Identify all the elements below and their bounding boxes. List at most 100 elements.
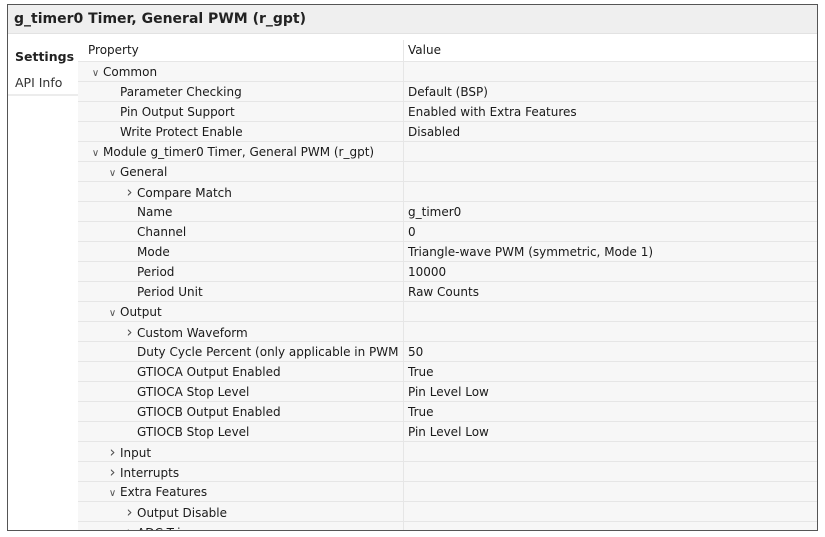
- property-cell[interactable]: Parameter Checking: [78, 82, 404, 101]
- table-row[interactable]: GTIOCB Stop Level Pin Level Low: [78, 421, 817, 441]
- chevron-right-icon[interactable]: ›: [126, 503, 133, 521]
- property-label: Common: [103, 65, 158, 79]
- property-cell[interactable]: › Input: [78, 442, 404, 461]
- property-cell[interactable]: › Custom Waveform: [78, 322, 404, 341]
- value-cell[interactable]: [404, 302, 817, 321]
- table-row[interactable]: Parameter Checking Default (BSP): [78, 81, 817, 101]
- value-cell[interactable]: Default (BSP): [408, 85, 488, 99]
- chevron-down-icon[interactable]: ∨: [108, 308, 117, 319]
- property-table: Property Value ∨ Common Parameter Checking…: [78, 40, 817, 530]
- property-cell[interactable]: › Compare Match: [78, 182, 404, 201]
- table-row[interactable]: GTIOCA Stop Level Pin Level Low: [78, 381, 817, 401]
- property-cell[interactable]: ∨ General: [78, 162, 404, 181]
- property-cell[interactable]: › Interrupts: [78, 462, 404, 481]
- value-cell[interactable]: Enabled with Extra Features: [408, 105, 577, 119]
- tab-settings[interactable]: Settings: [15, 49, 75, 64]
- property-cell[interactable]: › Output Disable: [78, 502, 404, 521]
- property-cell[interactable]: Name: [78, 202, 404, 221]
- value-cell[interactable]: True: [408, 365, 434, 379]
- table-row[interactable]: ∨ General: [78, 161, 817, 181]
- property-cell[interactable]: Write Protect Enable: [78, 122, 404, 141]
- property-label: Module g_timer0 Timer, General PWM (r_gp…: [103, 145, 375, 159]
- table-row[interactable]: GTIOCB Output Enabled True: [78, 401, 817, 421]
- table-row[interactable]: Write Protect Enable Disabled: [78, 121, 817, 141]
- table-row[interactable]: Period 10000: [78, 261, 817, 281]
- property-label: Custom Waveform: [137, 326, 248, 340]
- value-cell[interactable]: g_timer0: [408, 205, 462, 219]
- value-cell[interactable]: [404, 182, 817, 201]
- value-cell[interactable]: 10000: [408, 265, 447, 279]
- property-label: Parameter Checking: [120, 85, 242, 99]
- property-cell[interactable]: Mode: [78, 242, 404, 261]
- value-cell[interactable]: [404, 462, 817, 481]
- table-row[interactable]: Name g_timer0: [78, 201, 817, 221]
- value-cell[interactable]: [404, 522, 817, 530]
- value-cell[interactable]: True: [408, 405, 434, 419]
- value-cell[interactable]: [404, 322, 817, 341]
- value-cell[interactable]: [404, 62, 817, 81]
- panel-title: g_timer0 Timer, General PWM (r_gpt): [8, 5, 817, 34]
- value-cell[interactable]: [404, 502, 817, 521]
- property-cell[interactable]: Duty Cycle Percent (only applicable in P…: [78, 342, 404, 361]
- table-row[interactable]: › Custom Waveform: [78, 321, 817, 341]
- table-row[interactable]: Pin Output Support Enabled with Extra Fea…: [78, 101, 817, 121]
- table-row[interactable]: › Interrupts: [78, 461, 817, 481]
- property-label: Output Disable: [137, 506, 228, 520]
- value-cell[interactable]: 0: [408, 225, 416, 239]
- property-cell[interactable]: Channel: [78, 222, 404, 241]
- value-cell[interactable]: [404, 482, 817, 501]
- property-cell[interactable]: ›ADC Tri: [78, 522, 404, 530]
- property-label: Write Protect Enable: [120, 125, 243, 139]
- property-label: GTIOCA Output Enabled: [137, 365, 281, 379]
- value-cell[interactable]: [404, 442, 817, 461]
- table-row[interactable]: › Output Disable: [78, 501, 817, 521]
- table-row[interactable]: ∨ Common: [78, 61, 817, 81]
- value-cell[interactable]: Triangle-wave PWM (symmetric, Mode 1): [408, 245, 654, 259]
- property-cell[interactable]: GTIOCA Stop Level: [78, 382, 404, 401]
- value-cell[interactable]: Pin Level Low: [408, 425, 489, 439]
- property-cell[interactable]: ∨ Module g_timer0 Timer, General PWM (r_g…: [78, 142, 404, 161]
- property-cell[interactable]: GTIOCA Output Enabled: [78, 362, 404, 381]
- property-cell[interactable]: Pin Output Support: [78, 102, 404, 121]
- chevron-right-icon[interactable]: ›: [109, 463, 116, 481]
- property-cell[interactable]: Period: [78, 262, 404, 281]
- chevron-right-icon[interactable]: ›: [109, 443, 116, 461]
- table-row[interactable]: Mode Triangle-wave PWM (symmetric, Mode 1…: [78, 241, 817, 261]
- column-header-value[interactable]: Value: [408, 43, 441, 57]
- property-cell[interactable]: GTIOCB Stop Level: [78, 422, 404, 441]
- table-row[interactable]: › Compare Match: [78, 181, 817, 201]
- value-cell[interactable]: [404, 162, 817, 181]
- property-cell[interactable]: ∨ Common: [78, 62, 404, 81]
- value-cell[interactable]: 50: [408, 345, 424, 359]
- property-cell[interactable]: GTIOCB Output Enabled: [78, 402, 404, 421]
- chevron-down-icon[interactable]: ∨: [91, 68, 100, 79]
- property-cell[interactable]: ∨ Extra Features: [78, 482, 404, 501]
- table-row[interactable]: GTIOCA Output Enabled True: [78, 361, 817, 381]
- chevron-right-icon[interactable]: ›: [126, 183, 133, 201]
- chevron-down-icon[interactable]: ∨: [108, 488, 117, 499]
- table-row[interactable]: ›ADC Tri: [78, 521, 817, 530]
- property-cell[interactable]: Period Unit: [78, 282, 404, 301]
- tab-api-info[interactable]: API Info: [8, 70, 78, 96]
- property-label: Name: [137, 205, 173, 219]
- value-cell[interactable]: Disabled: [408, 125, 461, 139]
- value-cell[interactable]: [404, 142, 817, 161]
- property-label: Extra Features: [120, 485, 208, 499]
- table-row[interactable]: ∨ Extra Features: [78, 481, 817, 501]
- chevron-down-icon[interactable]: ∨: [108, 168, 117, 179]
- table-row[interactable]: ∨ Module g_timer0 Timer, General PWM (r_g…: [78, 141, 817, 161]
- value-cell[interactable]: Pin Level Low: [408, 385, 489, 399]
- table-row[interactable]: ∨ Output: [78, 301, 817, 321]
- value-cell[interactable]: Raw Counts: [408, 285, 479, 299]
- table-row[interactable]: Period Unit Raw Counts: [78, 281, 817, 301]
- table-row[interactable]: Duty Cycle Percent (only applicable in P…: [78, 341, 817, 361]
- table-row[interactable]: › Input: [78, 441, 817, 461]
- table-row[interactable]: Channel 0: [78, 221, 817, 241]
- property-label: Interrupts: [120, 466, 180, 480]
- chevron-right-icon[interactable]: ›: [122, 522, 137, 530]
- chevron-right-icon[interactable]: ›: [126, 323, 133, 341]
- properties-panel: g_timer0 Timer, General PWM (r_gpt) Sett…: [7, 4, 818, 531]
- property-cell[interactable]: ∨ Output: [78, 302, 404, 321]
- column-header-property[interactable]: Property: [78, 40, 404, 61]
- chevron-down-icon[interactable]: ∨: [91, 148, 100, 159]
